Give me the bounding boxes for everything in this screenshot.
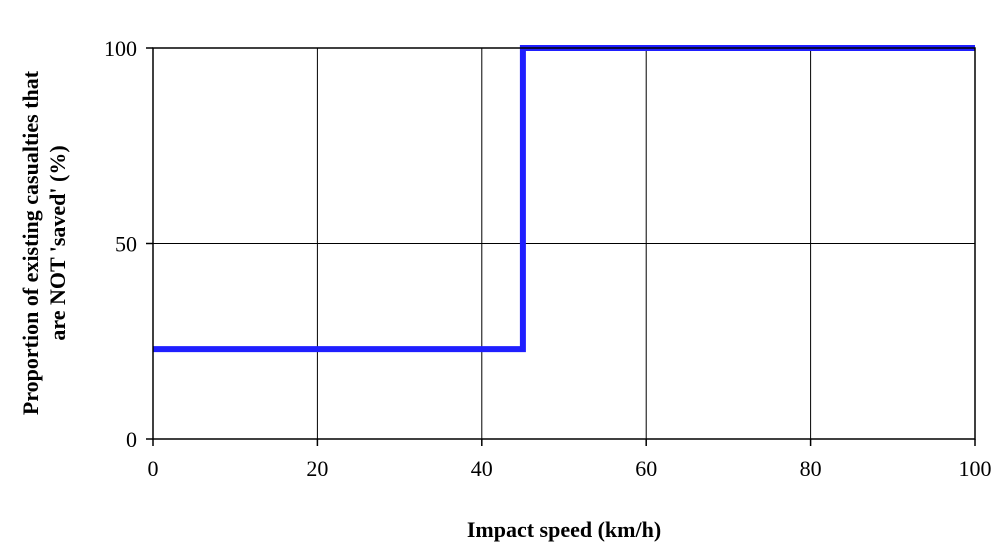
x-tick-label-5: 100 (959, 456, 992, 481)
x-tick-label-2: 40 (471, 456, 493, 481)
y-tick-label-1: 50 (115, 232, 137, 257)
series-line-0 (153, 45, 975, 353)
x-tick-label-1: 20 (306, 456, 328, 481)
x-tick-label-0: 0 (148, 456, 159, 481)
x-axis-title: Impact speed (km/h) (467, 517, 661, 542)
x-tick-label-4: 80 (800, 456, 822, 481)
gridlines (153, 48, 975, 439)
x-tick-label-3: 60 (635, 456, 657, 481)
series-layer (153, 45, 975, 353)
y-axis-title-line-1: Proportion of existing casualties that (18, 70, 43, 415)
y-axis-title-line-2: are NOT 'saved' (%) (45, 145, 70, 340)
y-tick-label-0: 0 (126, 427, 137, 452)
axis-ticks (146, 47, 976, 446)
y-tick-label-2: 100 (104, 36, 137, 61)
y-tick-labels: 0 50 100 (104, 36, 137, 452)
x-tick-labels: 0 20 40 60 80 100 (148, 456, 992, 481)
